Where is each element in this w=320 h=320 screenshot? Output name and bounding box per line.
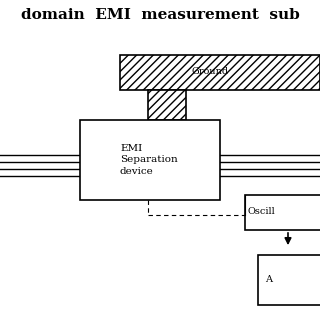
Text: Oscill: Oscill <box>247 207 275 217</box>
Text: domain  EMI  measurement  sub: domain EMI measurement sub <box>20 8 300 22</box>
Text: Ground: Ground <box>191 68 228 76</box>
Bar <box>245 195 320 230</box>
Text: A: A <box>265 276 272 284</box>
Bar <box>258 255 320 305</box>
Bar <box>120 55 320 90</box>
Text: EMI
Separation
device: EMI Separation device <box>120 144 178 176</box>
Bar <box>80 120 220 200</box>
Bar <box>148 90 186 120</box>
